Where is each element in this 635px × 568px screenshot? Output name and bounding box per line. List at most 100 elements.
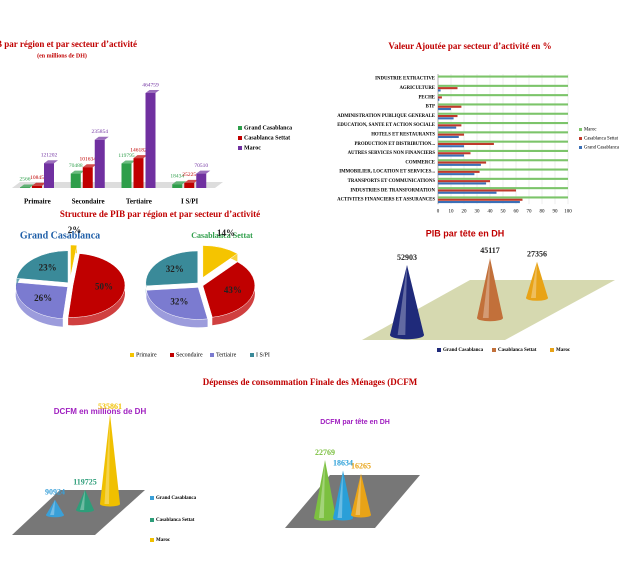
pie-title: Casablanca Settat [191, 231, 253, 240]
data-label: 22769 [315, 448, 335, 457]
bar-top [145, 90, 160, 93]
chart-title: DCFM en millions de DH [54, 407, 147, 416]
bar [438, 180, 490, 183]
bar [438, 170, 480, 173]
cone-highlight [355, 473, 361, 515]
bar [82, 167, 93, 188]
x-tick-label: 10 [449, 209, 455, 214]
legend-swatch [210, 353, 214, 357]
x-tick-label: Secondaire [72, 198, 105, 206]
data-label: 18634 [333, 458, 353, 467]
data-label: 25225 [182, 172, 196, 178]
y-tick-label: PRODUCTION ET DISTRIBUTION... [354, 142, 435, 147]
data-label: 90924 [45, 488, 65, 497]
x-tick-label: 40 [488, 209, 494, 214]
y-tick-label: AGRICULTURE [399, 86, 435, 91]
data-label: 16265 [351, 461, 371, 470]
bar [438, 140, 568, 143]
bar [438, 112, 568, 115]
bar [438, 126, 457, 129]
legend-label: I S/PI [256, 352, 270, 358]
cone [333, 470, 353, 518]
data-label: 32% [170, 297, 188, 307]
bar [438, 89, 441, 92]
legend-label: Casablanca Settat [498, 348, 537, 353]
x-tick-label: I S/PI [181, 198, 199, 206]
x-tick-label: 20 [462, 209, 468, 214]
bar [438, 163, 481, 166]
bar [438, 149, 568, 152]
legend-swatch [238, 146, 242, 150]
bar [184, 182, 195, 188]
data-label: 45117 [480, 246, 500, 255]
data-label: 26% [34, 293, 52, 303]
y-tick-label: HOTELS ET RESTAURANTS [371, 133, 435, 138]
chart-title: PIB par région et par secteur d’activité [0, 39, 137, 49]
y-tick-label: TRANSPORTS ET COMMUNICATIONS [348, 179, 436, 184]
x-tick-label: 0 [437, 209, 440, 214]
legend-label: Primaire [136, 352, 157, 358]
cone [477, 258, 503, 318]
y-tick-label: ACTIVITES FINANCIERS ET ASSURANCES [337, 198, 435, 203]
x-tick-label: 70 [527, 209, 533, 214]
x-tick-label: 60 [514, 209, 520, 214]
legend-swatch [130, 353, 134, 357]
legend-swatch [579, 137, 582, 140]
y-tick-label: COMMERCE [405, 160, 435, 165]
legend-label: Grand Casablanca [443, 348, 484, 353]
bar [438, 87, 458, 90]
bar [438, 198, 523, 201]
legend-label: Tertiaire [216, 352, 237, 358]
y-tick-label: BTP [426, 105, 435, 110]
bar [438, 187, 568, 190]
legend-swatch [492, 348, 496, 352]
data-label: 52903 [397, 253, 417, 262]
chart-title: DCFM par tête en DH [320, 419, 390, 426]
legend-swatch [579, 128, 582, 131]
floor [285, 475, 420, 528]
legend-label: Maroc [556, 348, 571, 353]
y-tick-label: PECHE [418, 95, 435, 100]
pie-slice [202, 245, 238, 278]
cone-highlight [337, 470, 343, 518]
legend-label: Secondaire [176, 352, 203, 358]
data-label: 18434 [170, 173, 184, 179]
cone [390, 265, 424, 335]
bar [121, 163, 132, 188]
cone [100, 414, 120, 504]
chart-title: PIB par tête en DH [426, 228, 505, 238]
structure-title: Structure de PIB par région et par secte… [60, 209, 260, 219]
bar [438, 84, 568, 87]
floor [12, 490, 145, 535]
bar [70, 173, 81, 188]
cone [76, 489, 94, 510]
legend-swatch [150, 496, 154, 500]
bar [438, 191, 497, 194]
data-label: 70510 [194, 163, 208, 169]
bar [438, 168, 568, 171]
chart-subtitle: (en millions de DH) [37, 52, 87, 59]
bar [438, 133, 464, 136]
x-tick-label: Tertiaire [126, 198, 152, 206]
bar [438, 145, 464, 148]
data-label: 464759 [142, 82, 159, 88]
legend-swatch [238, 126, 242, 130]
cone [46, 499, 64, 515]
bar [438, 159, 568, 162]
x-tick-label: 100 [564, 209, 572, 214]
legend-swatch [150, 538, 154, 542]
x-tick-label: Primaire [24, 198, 51, 206]
data-label: 535861 [98, 402, 122, 411]
cone-highlight [50, 499, 55, 515]
bar [196, 173, 207, 188]
legend-swatch [150, 518, 154, 522]
cone [314, 460, 336, 518]
bar [438, 135, 459, 138]
data-label: 146182 [130, 147, 147, 153]
bar-top [196, 170, 211, 174]
legend-label: Grand Casablanca [244, 125, 292, 131]
bar [438, 161, 487, 164]
bar [438, 196, 568, 199]
bar [145, 93, 156, 188]
data-label: 2% [68, 225, 82, 235]
